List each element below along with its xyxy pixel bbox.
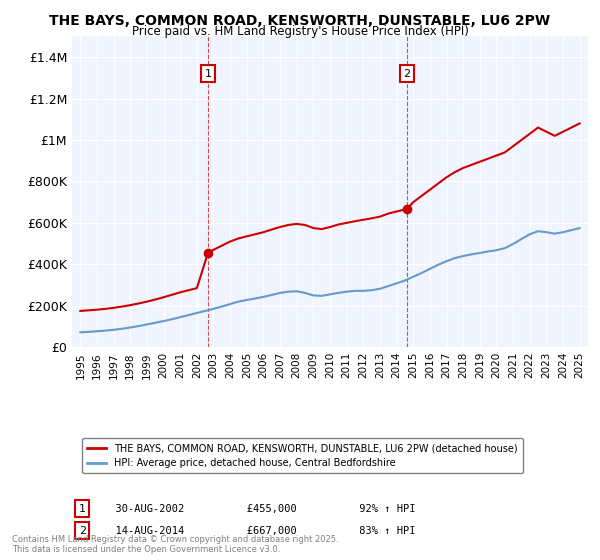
Text: 2: 2: [403, 69, 410, 79]
Text: 14-AUG-2014          £667,000          83% ↑ HPI: 14-AUG-2014 £667,000 83% ↑ HPI: [103, 526, 415, 535]
Text: 1: 1: [79, 504, 86, 514]
Text: 30-AUG-2002          £455,000          92% ↑ HPI: 30-AUG-2002 £455,000 92% ↑ HPI: [103, 504, 415, 514]
Text: Price paid vs. HM Land Registry's House Price Index (HPI): Price paid vs. HM Land Registry's House …: [131, 25, 469, 38]
Text: 2: 2: [79, 526, 86, 535]
Text: THE BAYS, COMMON ROAD, KENSWORTH, DUNSTABLE, LU6 2PW: THE BAYS, COMMON ROAD, KENSWORTH, DUNSTA…: [49, 14, 551, 28]
Text: Contains HM Land Registry data © Crown copyright and database right 2025.
This d: Contains HM Land Registry data © Crown c…: [12, 535, 338, 554]
Legend: THE BAYS, COMMON ROAD, KENSWORTH, DUNSTABLE, LU6 2PW (detached house), HPI: Aver: THE BAYS, COMMON ROAD, KENSWORTH, DUNSTA…: [82, 438, 523, 473]
Text: 1: 1: [205, 69, 211, 79]
